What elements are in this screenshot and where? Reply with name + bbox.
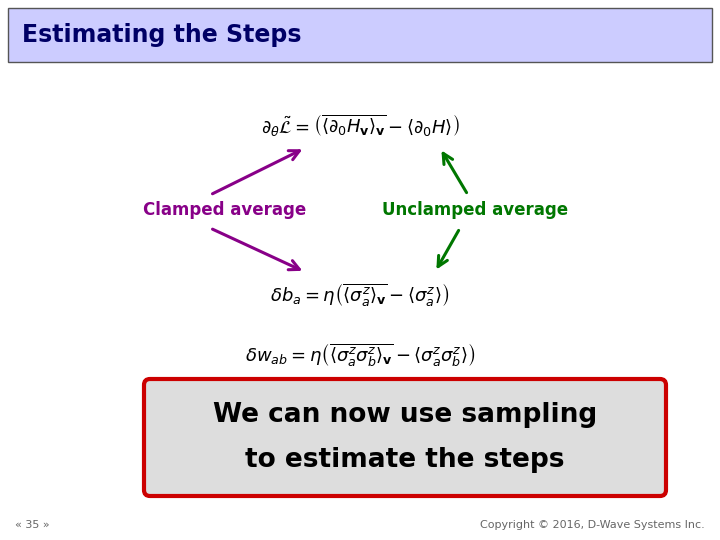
- Text: We can now use sampling: We can now use sampling: [213, 402, 597, 428]
- Text: Clamped average: Clamped average: [143, 201, 307, 219]
- Text: « 35 »: « 35 »: [15, 520, 50, 530]
- Text: Unclamped average: Unclamped average: [382, 201, 568, 219]
- Text: to estimate the steps: to estimate the steps: [246, 447, 564, 473]
- Text: $\delta w_{ab} = \eta \left(\overline{\langle \sigma_a^z \sigma_b^z \rangle_{\ma: $\delta w_{ab} = \eta \left(\overline{\l…: [245, 341, 475, 369]
- Text: $\partial_\theta \tilde{\mathcal{L}} = \left(\overline{\langle \partial_0 H_{\ma: $\partial_\theta \tilde{\mathcal{L}} = \…: [261, 112, 459, 138]
- Text: $\delta b_a = \eta \left(\overline{\langle \sigma_a^z \rangle_{\mathbf{v}}} - \l: $\delta b_a = \eta \left(\overline{\lang…: [271, 281, 449, 309]
- Text: Estimating the Steps: Estimating the Steps: [22, 23, 302, 47]
- Text: Copyright © 2016, D-Wave Systems Inc.: Copyright © 2016, D-Wave Systems Inc.: [480, 520, 705, 530]
- FancyBboxPatch shape: [8, 8, 712, 62]
- FancyBboxPatch shape: [144, 379, 666, 496]
